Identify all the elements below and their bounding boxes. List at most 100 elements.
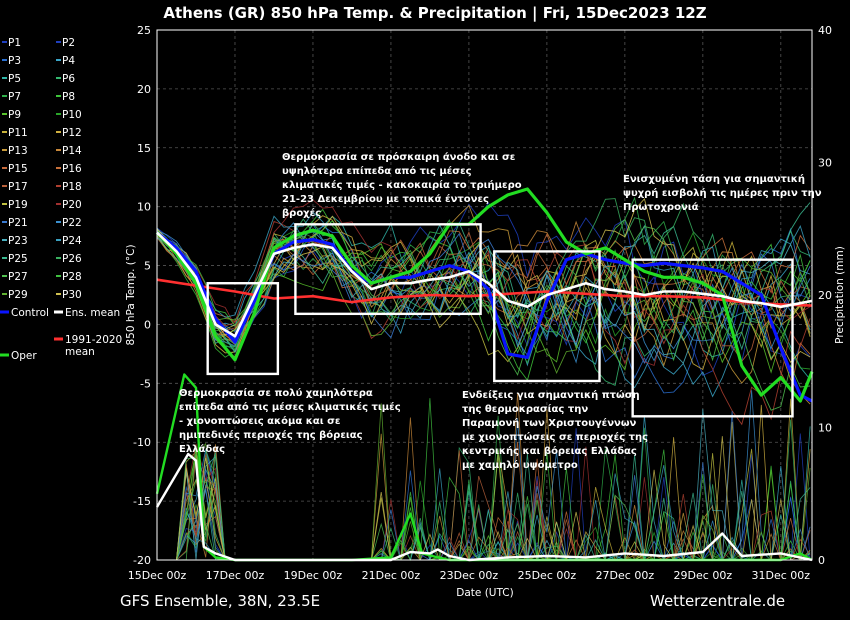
x-tick: 29Dec 00z	[674, 569, 733, 582]
legend-label: P7	[8, 91, 21, 103]
y-tick-right: 0	[818, 554, 825, 567]
svg-text:ημιπεδινές περιοχές της βόρεια: ημιπεδινές περιοχές της βόρειας	[179, 429, 363, 441]
legend-label: Ens. mean	[65, 307, 120, 319]
legend-item: P18	[56, 181, 82, 193]
legend-label: Oper	[11, 350, 37, 362]
legend-item: Control	[0, 307, 49, 319]
legend-label: P12	[62, 127, 82, 139]
x-tick: 25Dec 00z	[518, 569, 577, 582]
svg-text:Θερμοκρασία σε πολύ χαμηλότερα: Θερμοκρασία σε πολύ χαμηλότερα	[179, 387, 373, 399]
x-tick: 31Dec 00z	[752, 569, 811, 582]
member-precip-p3	[157, 470, 811, 561]
y-tick-right: 20	[818, 289, 832, 302]
annotation-text: Θερμοκρασία σε πολύ χαμηλότερα επίπεδα απ…	[179, 387, 401, 455]
source-caption: Wetterzentrale.de	[650, 592, 785, 610]
legend-item: P3	[2, 55, 21, 67]
x-tick: 17Dec 00z	[206, 569, 265, 582]
legend-item: P22	[56, 217, 82, 229]
x-tick: 23Dec 00z	[440, 569, 499, 582]
y-tick-right: 40	[818, 24, 832, 37]
y-tick-left: 10	[137, 201, 151, 214]
legend-label: P14	[62, 145, 82, 157]
legend-item: P25	[2, 253, 28, 265]
legend-label: P3	[8, 55, 21, 67]
highlight-box	[493, 250, 601, 383]
legend-item: Ens. mean	[54, 307, 120, 319]
legend-item: P1	[2, 37, 21, 49]
svg-text:Ενισχυμένη τάση για σημαντική: Ενισχυμένη τάση για σημαντική	[623, 173, 805, 185]
legend-item: P2	[56, 37, 75, 49]
annotations: Θερμοκρασία σε πρόσκαιρη άνοδο και σε υψη…	[179, 151, 822, 471]
member-line-p18	[156, 220, 811, 426]
y-axis-label-left: 850 hPa Temp. (°C)	[125, 244, 137, 345]
y-tick-right: 10	[818, 422, 832, 435]
svg-text:επίπεδα από τις μέσες κλιματικ: επίπεδα από τις μέσες κλιματικές τιμές	[179, 401, 401, 413]
legend-label: P15	[8, 163, 28, 175]
member-line-p19	[156, 236, 811, 363]
legend-item: P26	[56, 253, 82, 265]
legend-item: P5	[2, 73, 21, 85]
y-tick-left: 0	[144, 318, 151, 331]
svg-text:Πρωτοχρονιά: Πρωτοχρονιά	[623, 201, 699, 213]
svg-text:- χιονοπτώσεις ακόμα και σε: - χιονοπτώσεις ακόμα και σε	[179, 415, 340, 427]
x-tick: 27Dec 00z	[596, 569, 655, 582]
legend-label: P19	[8, 199, 28, 211]
legend-label: P29	[8, 289, 28, 301]
legend-item: P21	[2, 217, 28, 229]
annotation-text: Ενδείξεις για σημαντική πτώση της θερμοκρ…	[462, 389, 648, 471]
member-line-p24	[156, 211, 811, 319]
legend-label: P6	[62, 73, 75, 85]
legend-label: P22	[62, 217, 82, 229]
y-axis-label-right: Precipitation (mm)	[834, 246, 846, 344]
y-tick-left: -20	[133, 554, 151, 567]
y-tick-left: -5	[140, 377, 151, 390]
svg-text:υψηλότερα επίπεδα από τις μέσε: υψηλότερα επίπεδα από τις μέσες	[282, 165, 472, 177]
legend-item: Oper	[0, 350, 37, 362]
highlight-box	[631, 258, 794, 418]
svg-text:βροχές: βροχές	[282, 207, 321, 219]
highlight-boxes	[206, 223, 794, 418]
y-tick-left: 5	[144, 260, 151, 273]
series-ens-mean-precipitation	[155, 452, 813, 562]
legend-label: P21	[8, 217, 28, 229]
y-tick-left: -15	[133, 495, 151, 508]
svg-text:ψυχρή εισβολή τις ημέρες πριν: ψυχρή εισβολή τις ημέρες πριν την	[623, 187, 822, 199]
svg-text:1991-2020: 1991-2020	[65, 334, 122, 346]
chart-title: Athens (GR) 850 hPa Temp. & Precipitatio…	[163, 4, 706, 23]
legend-item: P24	[56, 235, 82, 247]
legend-label: P16	[62, 163, 82, 175]
legend-item: P28	[56, 271, 82, 283]
legend-item: P14	[56, 145, 82, 157]
svg-text:Ενδείξεις για σημαντική πτώση: Ενδείξεις για σημαντική πτώση	[462, 389, 640, 401]
plot-frame	[156, 29, 813, 561]
legend-item: P29	[2, 289, 28, 301]
legend-label: P30	[62, 289, 82, 301]
x-tick: 15Dec 00z	[128, 569, 187, 582]
member-line-p28	[156, 220, 811, 362]
svg-text:κεντρικής και βόρειας Ελλάδας: κεντρικής και βόρειας Ελλάδας	[462, 445, 637, 457]
svg-text:21-23 Δεκεμβρίου με τοπικά έντ: 21-23 Δεκεμβρίου με τοπικά έντονες	[282, 193, 489, 205]
legend-label: P18	[62, 181, 82, 193]
x-axis-label: Date (UTC)	[456, 587, 513, 599]
legend-item: P23	[2, 235, 28, 247]
legend-item: P15	[2, 163, 28, 175]
legend-label: P5	[8, 73, 21, 85]
svg-text:mean: mean	[65, 346, 95, 358]
legend-label: P4	[62, 55, 75, 67]
svg-text:της θερμοκρασίας την: της θερμοκρασίας την	[462, 403, 588, 415]
legend-label: P24	[62, 235, 82, 247]
annotation-text: Θερμοκρασία σε πρόσκαιρη άνοδο και σε υψη…	[282, 151, 522, 219]
legend-item: P27	[2, 271, 28, 283]
legend-label: P26	[62, 253, 82, 265]
svg-text:κλιματικές τιμές - κακοκαιρία: κλιματικές τιμές - κακοκαιρία το τριήμερ…	[282, 179, 522, 191]
legend-label: P27	[8, 271, 28, 283]
y-tick-left: 20	[137, 83, 151, 96]
legend-item: P30	[56, 289, 82, 301]
series-1991-2020-mean	[156, 278, 813, 307]
x-tick: 21Dec 00z	[362, 569, 421, 582]
legend-item: P20	[56, 199, 82, 211]
legend: P1 P2 P3 P4 P5 P6 P7 P8 P9 P10 P11 P12 P13 P14 P15 P16 P…	[0, 37, 122, 362]
legend-item: P6	[56, 73, 75, 85]
